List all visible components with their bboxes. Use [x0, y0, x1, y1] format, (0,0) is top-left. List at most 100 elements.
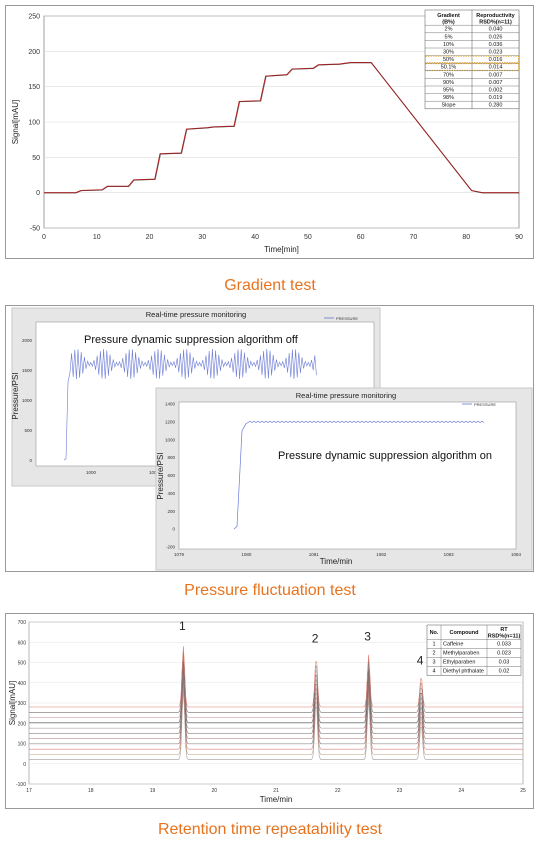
y-tick-label: 400: [18, 681, 27, 687]
gradient-chart-panel: 250 200 150 100 50 0 -50 0 10 20 30 40 50 60 70 80 90 Tim…: [5, 5, 534, 259]
y-tick-label: 100: [18, 742, 27, 748]
x-tick-label: 30: [198, 234, 206, 241]
table-cell-gradient: 50.1%: [441, 65, 457, 71]
x-tick-label: 1007: [149, 470, 160, 475]
pressure-caption: Pressure fluctuation test: [184, 582, 356, 599]
table-cell-rsd: 0.019: [489, 95, 503, 101]
x-tick-label: 90: [515, 234, 523, 241]
table-cell-gradient: 70%: [443, 72, 454, 78]
y-axis-label: Pressure/PSI: [11, 372, 20, 419]
table-cell-gradient: 10%: [443, 42, 454, 48]
x-axis-label: Time/min: [320, 557, 353, 566]
y-tick-label: 200: [18, 721, 27, 727]
x-tick-label: 50: [304, 234, 312, 241]
gradient-caption: Gradient test: [224, 277, 316, 294]
x-tick-label: 0: [42, 234, 46, 241]
table-header-rt-unit: RSD%(n=11): [488, 634, 521, 640]
table-cell-compound: Caffeine: [443, 641, 463, 647]
table-cell-no: 3: [432, 659, 435, 665]
pressure-trace-off: [63, 348, 317, 461]
gradient-line: [44, 62, 519, 194]
chromatogram-trace: [29, 688, 523, 760]
x-tick-label: 25: [520, 788, 526, 794]
table-cell-rsd: 0.007: [489, 72, 503, 78]
x-tick-label: 1083: [444, 552, 455, 557]
table-cell-rsd: 0.040: [489, 27, 503, 33]
x-tick-label: 19: [150, 788, 156, 794]
annotation-off: Pressure dynamic suppression algorithm o…: [84, 334, 299, 346]
chromatogram-trace: [29, 675, 523, 745]
x-tick-label: 22: [335, 788, 341, 794]
x-tick-label: 21: [273, 788, 279, 794]
x-tick-label: 17: [26, 788, 32, 794]
y-tick-label: 0: [172, 527, 175, 532]
x-tick-label: 70: [410, 234, 418, 241]
table-header-rsd: Reproductivity: [476, 13, 515, 19]
legend-label: PRESSURE: [336, 316, 358, 321]
table-cell-gradient: 5%: [445, 34, 453, 40]
y-tick-label: 150: [28, 84, 40, 91]
y-tick-label: 500: [24, 428, 32, 433]
peak-label: 4: [417, 654, 424, 668]
table-cell-rt: 0.03: [499, 659, 510, 665]
x-tick-label: 18: [88, 788, 94, 794]
table-cell-rsd: 0.014: [489, 65, 503, 71]
y-axis-label: Signal[mAU]: [8, 681, 17, 725]
chromatogram-trace: [29, 667, 523, 734]
table-cell-rsd: 0.026: [489, 34, 503, 40]
y-tick-label: 200: [28, 49, 40, 56]
x-axis-label: Time[min]: [264, 245, 299, 254]
y-tick-label: 200: [167, 509, 175, 514]
table-cell-rsd: 0.036: [489, 42, 503, 48]
pressure-chart: Real-time pressure monitoring20001500100…: [11, 307, 533, 571]
y-tick-label: 400: [167, 491, 175, 496]
table-header-no: No.: [430, 630, 439, 636]
y-tick-label: 500: [18, 661, 27, 667]
y-tick-label: 0: [29, 458, 32, 463]
table-cell-compound: Methylparaben: [443, 650, 479, 656]
table-cell-no: 2: [432, 650, 435, 656]
table-cell-no: 4: [432, 668, 435, 674]
table-cell-rt: 0.033: [497, 641, 511, 647]
table-cell-no: 1: [432, 641, 435, 647]
table-cell-rt: 0.02: [499, 668, 510, 674]
y-tick-label: 800: [167, 455, 175, 460]
table-cell-rsd: 0.023: [489, 50, 503, 56]
y-tick-label: 50: [32, 155, 40, 162]
pressure-trace-on: [233, 420, 485, 530]
x-tick-label: 10: [93, 234, 101, 241]
chromatogram-trace: [29, 663, 523, 729]
y-tick-label: 1000: [22, 398, 33, 403]
x-tick-label: 23: [397, 788, 403, 794]
table-highlight: [425, 63, 519, 71]
x-tick-label: 60: [357, 234, 365, 241]
window-off-title: Real-time pressure monitoring: [146, 310, 246, 319]
chromatogram-trace: [29, 658, 523, 724]
x-tick-label: 24: [458, 788, 464, 794]
table-header-gradient-unit: (B%): [442, 20, 455, 26]
retention-chart-panel: 700 600 500 400 300 200 100 0 -100 17 18 19 20 21 22 23…: [5, 613, 534, 809]
x-axis-label: Time/min: [260, 795, 293, 804]
y-tick-label: -50: [30, 226, 40, 233]
table-cell-gradient: 2%: [445, 27, 453, 33]
table-cell-rsd: 0.002: [489, 88, 503, 94]
table-cell-compound: Ethylparaben: [443, 659, 475, 665]
table-header-gradient: Gradient: [437, 13, 460, 19]
x-tick-label: 80: [462, 234, 470, 241]
x-tick-label: 40: [251, 234, 259, 241]
y-axis-label: Signal[mAU]: [11, 100, 20, 144]
y-tick-label: 0: [23, 762, 26, 768]
y-tick-label: 2000: [22, 338, 33, 343]
x-tick-label: 1081: [309, 552, 320, 557]
y-tick-label: 0: [36, 190, 40, 197]
window-on-plot: [178, 401, 517, 550]
y-tick-label: 250: [28, 14, 40, 21]
y-tick-label: 1500: [22, 368, 33, 373]
peak-label: 2: [312, 631, 319, 645]
y-tick-label: 600: [18, 640, 27, 646]
chromatogram-trace: [29, 646, 523, 708]
x-tick-label: 1080: [241, 552, 252, 557]
y-tick-label: 1200: [165, 419, 176, 424]
table-cell-gradient: Slope: [441, 103, 455, 109]
